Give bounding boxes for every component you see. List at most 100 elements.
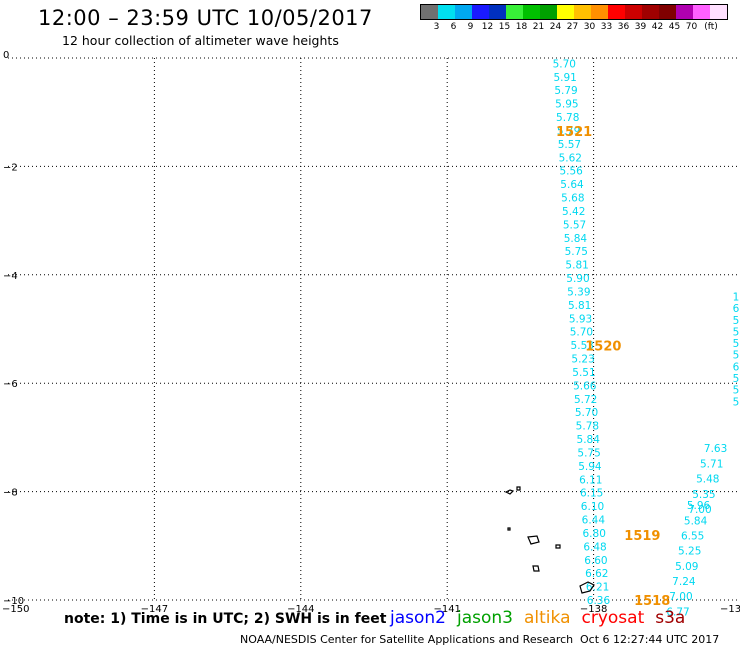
data-point-label: 5.53 bbox=[571, 340, 594, 352]
legend-label: 33 bbox=[600, 22, 613, 32]
data-point-label-east-partial: 6.84 bbox=[733, 361, 740, 373]
data-point-label: 5.93 bbox=[569, 313, 592, 325]
data-point-label-east-partial: 5 bbox=[733, 315, 740, 327]
data-point-label-east: 5.84 bbox=[684, 515, 708, 527]
legend-swatches bbox=[420, 4, 728, 20]
island-outline bbox=[527, 535, 540, 545]
legend-label: 18 bbox=[515, 22, 528, 32]
track-time-label: 1521 bbox=[556, 125, 592, 140]
data-point-label: 5.72 bbox=[574, 394, 597, 406]
page-title: 12:00 – 23:59 UTC 10/05/2017 bbox=[38, 6, 373, 30]
data-point-label-east: 5.71 bbox=[700, 458, 723, 470]
data-point-label: 5.94 bbox=[578, 461, 602, 473]
island-outline bbox=[579, 581, 595, 594]
data-point-label: 5.62 bbox=[559, 152, 582, 164]
satellite-jason3: jason3 bbox=[457, 608, 513, 628]
data-point-label: 5.81 bbox=[568, 300, 591, 312]
x-tick-label: −138 bbox=[580, 604, 607, 615]
y-tick-label: −6 bbox=[3, 379, 18, 390]
legend-swatch bbox=[642, 5, 659, 19]
x-tick-label: −144 bbox=[287, 604, 314, 615]
data-point-label-east-partial: 6 bbox=[733, 303, 740, 315]
data-point-label: 6.80 bbox=[583, 528, 606, 540]
data-point-label: 6.11 bbox=[579, 474, 602, 486]
data-point-label: 6.48 bbox=[583, 541, 606, 553]
satellite-jason2: jason2 bbox=[390, 608, 446, 628]
data-point-label: 5.90 bbox=[566, 273, 589, 285]
data-point-label-east-partial: 5.1 bbox=[733, 350, 740, 362]
data-point-label-east-partial: 1 bbox=[733, 291, 740, 303]
data-point-label: 5.23 bbox=[571, 354, 594, 366]
track-time-label: 1519 bbox=[624, 529, 660, 544]
data-point-label: 6.21 bbox=[586, 582, 609, 594]
legend-label: 3 bbox=[433, 22, 440, 32]
y-tick-label: −10 bbox=[3, 596, 24, 607]
legend-label: 70 bbox=[685, 22, 698, 32]
legend-swatch bbox=[540, 5, 557, 19]
legend-label: 24 bbox=[549, 22, 562, 32]
data-point-label-east: 6.77 bbox=[666, 606, 689, 618]
data-point-label-east-partial: 5.8 bbox=[733, 338, 740, 350]
legend-swatch bbox=[625, 5, 642, 19]
data-point-label: 5.95 bbox=[555, 99, 578, 111]
legend-label: 36 bbox=[617, 22, 630, 32]
data-point-label: 5.68 bbox=[561, 193, 584, 205]
color-legend: 3 6 9 12 15 18 21 24 27 30 33 36 39 42 45 70 (ft) bbox=[420, 4, 728, 32]
track-time-label: 1518 bbox=[634, 594, 670, 609]
data-point-label: 6.10 bbox=[581, 501, 604, 513]
data-point-label: 5.42 bbox=[562, 206, 585, 218]
data-point-label-east: 7.63 bbox=[704, 443, 727, 455]
legend-label: 42 bbox=[651, 22, 664, 32]
legend-swatch bbox=[506, 5, 523, 19]
data-point-label: 5.75 bbox=[565, 246, 588, 258]
data-point-label: 6.36 bbox=[587, 595, 611, 607]
y-tick-label: −2 bbox=[3, 162, 18, 173]
island-outline bbox=[516, 486, 521, 491]
legend-label: 39 bbox=[634, 22, 647, 32]
y-tick-label: −8 bbox=[3, 488, 18, 499]
data-point-label-east: 5.09 bbox=[675, 561, 698, 573]
y-tick-label: 0 bbox=[3, 50, 9, 61]
data-point-label: 5.84 bbox=[564, 233, 588, 245]
data-point-label: 6.15 bbox=[580, 488, 603, 500]
data-point-label: 5.66 bbox=[573, 380, 597, 392]
legend-label: 45 bbox=[668, 22, 681, 32]
legend-swatch bbox=[455, 5, 472, 19]
legend-label: 15 bbox=[498, 22, 511, 32]
legend-label: 30 bbox=[583, 22, 596, 32]
y-tick-label: −4 bbox=[3, 271, 18, 282]
legend-swatch bbox=[489, 5, 506, 19]
satellite-legend: jason2 jason3 altika cryosat s3a bbox=[390, 608, 696, 628]
data-point-label: 5.78 bbox=[576, 421, 599, 433]
legend-swatch bbox=[557, 5, 574, 19]
data-point-label-east: 7.00 bbox=[669, 591, 692, 603]
legend-swatch bbox=[591, 5, 608, 19]
note-text: note: 1) Time is in UTC; 2) SWH is in fe… bbox=[64, 611, 387, 627]
data-point-label: 5.64 bbox=[560, 179, 584, 191]
legend-swatch bbox=[710, 5, 727, 19]
legend-swatch bbox=[438, 5, 455, 19]
footer-timestamp: Oct 6 12:27:44 UTC 2017 bbox=[580, 633, 720, 646]
data-point-label: 5.70 bbox=[570, 327, 593, 339]
x-tick-label: −147 bbox=[141, 604, 168, 615]
legend-label: 6 bbox=[450, 22, 457, 32]
legend-swatch bbox=[523, 5, 540, 19]
data-point-label: 5.56 bbox=[559, 166, 583, 178]
legend-swatch bbox=[676, 5, 693, 19]
x-tick-label-right: −13 bbox=[720, 604, 740, 615]
data-point-label-east: 7.00 bbox=[688, 504, 711, 516]
legend-swatch bbox=[472, 5, 489, 19]
legend-swatch bbox=[421, 5, 438, 19]
legend-labels: 3 6 9 12 15 18 21 24 27 30 33 36 39 42 45 70 (ft) bbox=[420, 22, 728, 32]
data-point-label-east: 6.55 bbox=[681, 531, 704, 543]
legend-label: 12 bbox=[481, 22, 494, 32]
data-point-label: 6.44 bbox=[582, 515, 606, 527]
satellite-altika: altika bbox=[524, 608, 571, 628]
data-point-label: 5.79 bbox=[557, 125, 580, 137]
legend-label: 27 bbox=[566, 22, 579, 32]
data-point-label-east: 5.25 bbox=[678, 546, 701, 558]
data-point-label-east-partial: 5.56 bbox=[733, 385, 740, 397]
data-point-label-east-partial: 5 bbox=[733, 326, 740, 338]
x-tick-label: −141 bbox=[433, 604, 460, 615]
